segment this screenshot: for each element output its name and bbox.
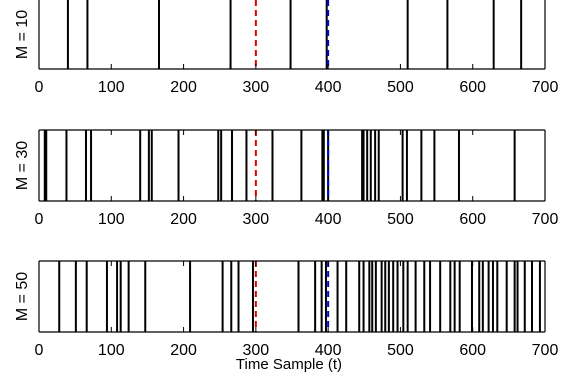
x-tick-label: 100 [98,342,125,359]
y-axis-label: M = 10 [14,10,31,59]
y-axis-label: M = 50 [14,272,31,321]
x-tick-label: 400 [315,211,342,228]
x-tick-label: 300 [243,79,270,96]
panel-1: 0 100 200 300 400 500 600 700 M = 10 [14,0,558,96]
x-tick-label: 100 [98,211,125,228]
x-axis-label: Time Sample (t) [236,356,342,373]
x-tick-label: 500 [387,79,414,96]
x-tick-label: 200 [170,79,197,96]
x-tick-label: 200 [170,342,197,359]
x-tick-label: 0 [35,211,44,228]
x-tick-label: 100 [98,79,125,96]
x-tick-label: 500 [387,342,414,359]
panels-layer: 0 100 200 300 400 500 600 700 M = 10 0 100 200 300 40… [14,0,558,359]
x-tick-label: 600 [459,79,486,96]
x-tick-label: 700 [532,79,559,96]
x-tick-label: 500 [387,211,414,228]
x-tick-label: 700 [532,342,559,359]
x-tick-label: 0 [35,342,44,359]
panel-2: 0 100 200 300 400 500 600 700 M = 30 [14,130,558,228]
x-tick-label: 600 [459,342,486,359]
x-tick-label: 300 [243,211,270,228]
x-tick-label: 700 [532,211,559,228]
y-axis-label: M = 30 [14,141,31,190]
x-tick-label: 0 [35,79,44,96]
x-tick-label: 600 [459,211,486,228]
x-tick-label: 200 [170,211,197,228]
x-tick-label: 400 [315,79,342,96]
